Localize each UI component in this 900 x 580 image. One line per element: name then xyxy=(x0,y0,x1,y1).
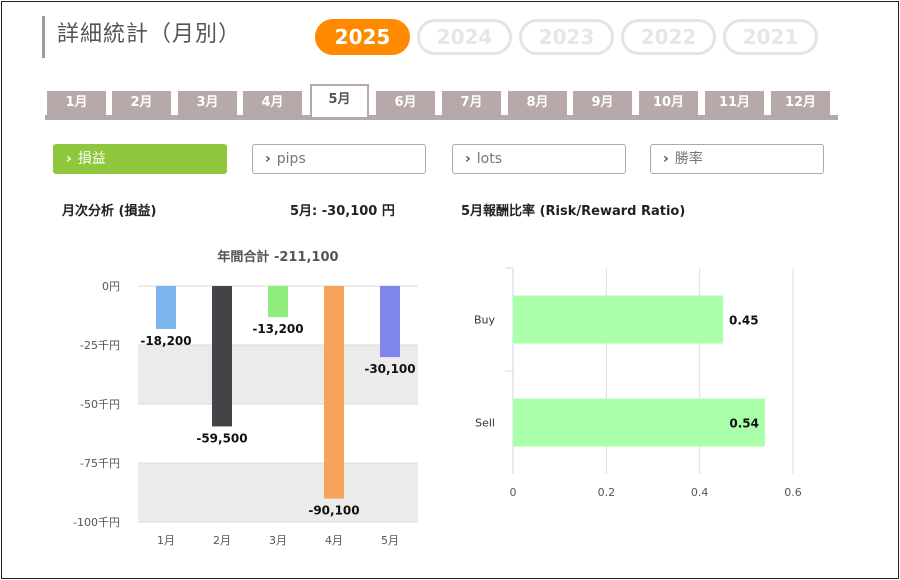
x-tick-label: 0.2 xyxy=(598,486,616,499)
data-label: -30,100 xyxy=(364,362,415,376)
tab-month-3[interactable]: 3月 xyxy=(178,91,237,115)
filter-label: pips xyxy=(276,151,306,167)
x-tick-label: 5月 xyxy=(381,534,399,547)
month-summary: 5月: -30,100 円 xyxy=(290,204,395,219)
year-button-2022[interactable]: 2022 xyxy=(621,19,716,55)
data-label: -59,500 xyxy=(196,431,247,445)
monthly-pnl-chart: 0円 -25千円 -50千円 -75千円 -100千円 年間合計 -211,100 -18,… xyxy=(73,249,418,547)
bar-2月 xyxy=(212,286,232,427)
x-tick-label: 2月 xyxy=(213,534,231,547)
filter-label: lots xyxy=(476,151,503,167)
filter-button-pnl[interactable]: › 損益 xyxy=(53,144,227,174)
year-selector: 2025 2024 2023 2022 2021 xyxy=(315,19,818,55)
risk-reward-heading: 5月報酬比率 (Risk/Reward Ratio) xyxy=(461,204,686,219)
chevron-right-icon: › xyxy=(663,151,669,167)
data-label: -18,200 xyxy=(140,334,191,348)
tab-month-6[interactable]: 6月 xyxy=(376,91,435,115)
year-button-2025[interactable]: 2025 xyxy=(315,19,410,55)
x-tick-label: 0.6 xyxy=(784,486,802,499)
tab-month-4[interactable]: 4月 xyxy=(243,91,302,115)
risk-reward-chart: 0 0.2 0.4 0.6 0.45 Buy 0.54 Sell xyxy=(474,267,802,499)
year-button-2021[interactable]: 2021 xyxy=(723,19,818,55)
tab-month-2[interactable]: 2月 xyxy=(112,91,171,115)
page-title: 詳細統計（月別） xyxy=(42,16,241,58)
y-tick-label: 0円 xyxy=(102,280,120,293)
tab-month-1[interactable]: 1月 xyxy=(47,91,106,115)
filter-button-winrate[interactable]: › 勝率 xyxy=(650,144,824,174)
tab-month-11[interactable]: 11月 xyxy=(705,91,764,115)
x-tick-label: 0 xyxy=(510,486,517,499)
grid-band xyxy=(138,345,418,404)
x-tick-label: 3月 xyxy=(269,534,287,547)
filter-label: 勝率 xyxy=(674,151,703,167)
y-tick-label: -100千円 xyxy=(73,516,120,529)
bar-3月 xyxy=(268,286,288,318)
bar-4月 xyxy=(324,286,344,499)
month-tabs: 1月 2月 3月 4月 5月 6月 7月 8月 9月 10月 11月 12月 xyxy=(45,84,838,120)
chevron-right-icon: › xyxy=(265,151,271,167)
bar-5月 xyxy=(380,286,400,358)
monthly-analysis-heading: 月次分析 (損益) xyxy=(62,204,157,219)
tab-month-8[interactable]: 8月 xyxy=(508,91,567,115)
tab-month-12[interactable]: 12月 xyxy=(771,91,830,115)
x-tick-label: 4月 xyxy=(325,534,343,547)
filter-button-pips[interactable]: › pips xyxy=(252,144,426,174)
y-tick-label: -25千円 xyxy=(80,339,120,352)
tab-month-9[interactable]: 9月 xyxy=(573,91,632,115)
year-button-2023[interactable]: 2023 xyxy=(519,19,614,55)
bar-1月 xyxy=(156,286,176,329)
filter-button-lots[interactable]: › lots xyxy=(452,144,626,174)
chevron-right-icon: › xyxy=(66,151,72,167)
data-label: 0.54 xyxy=(729,417,759,431)
y-tick-label: Buy xyxy=(474,314,496,327)
bar-Sell xyxy=(513,398,765,447)
y-tick-label: -75千円 xyxy=(80,457,120,470)
tab-month-10[interactable]: 10月 xyxy=(639,91,698,115)
y-tick-label: Sell xyxy=(475,417,495,430)
chevron-right-icon: › xyxy=(465,151,471,167)
tab-month-7[interactable]: 7月 xyxy=(442,91,501,115)
data-label: -13,200 xyxy=(252,322,303,336)
tab-month-5[interactable]: 5月 xyxy=(310,84,369,117)
filter-label: 損益 xyxy=(77,151,106,167)
chart-title: 年間合計 -211,100 xyxy=(217,249,338,265)
data-label: 0.45 xyxy=(729,314,759,328)
x-tick-label: 0.4 xyxy=(691,486,709,499)
x-tick-label: 1月 xyxy=(157,534,175,547)
data-label: -90,100 xyxy=(308,504,359,518)
year-button-2024[interactable]: 2024 xyxy=(417,19,512,55)
y-tick-label: -50千円 xyxy=(80,398,120,411)
bar-Buy xyxy=(513,295,723,344)
grid-band xyxy=(138,463,418,522)
